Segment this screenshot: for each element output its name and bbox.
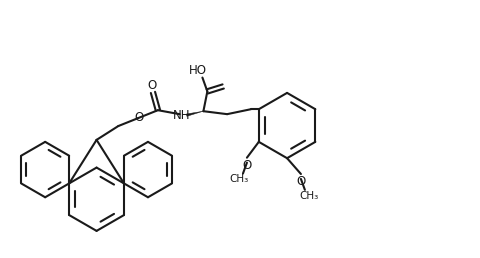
Text: NH: NH (172, 109, 190, 122)
Text: O: O (147, 79, 156, 92)
Text: O: O (134, 111, 144, 124)
Text: CH₃: CH₃ (299, 191, 318, 201)
Text: CH₃: CH₃ (229, 174, 248, 184)
Text: HO: HO (188, 64, 206, 77)
Text: O: O (242, 159, 251, 172)
Polygon shape (186, 111, 203, 116)
Text: O: O (296, 175, 305, 188)
